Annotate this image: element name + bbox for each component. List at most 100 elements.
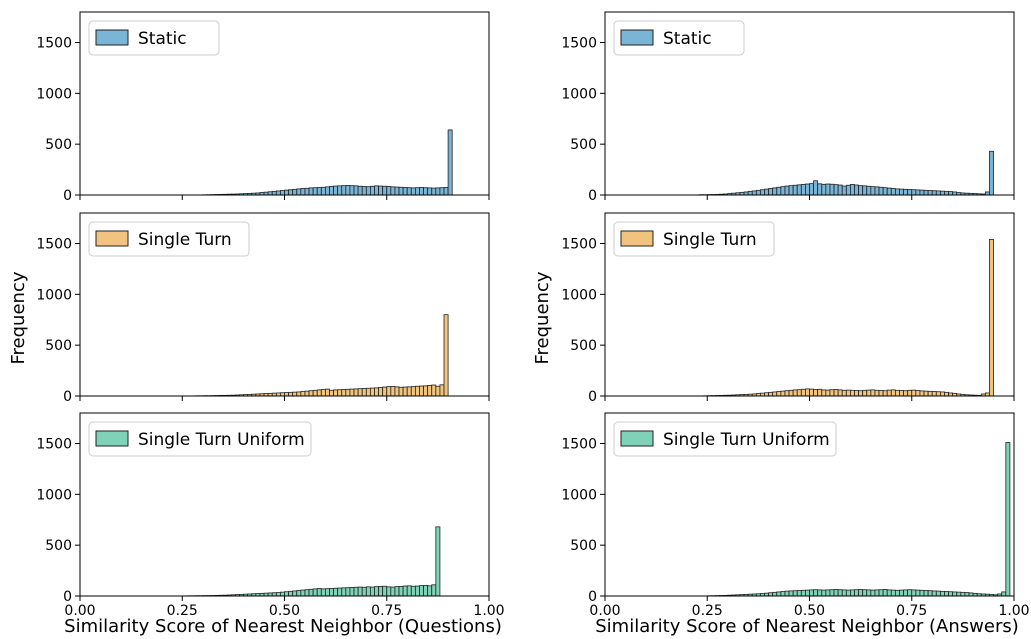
histogram-bar bbox=[337, 587, 343, 597]
y-tick-label: 1000 bbox=[36, 487, 72, 503]
histogram-bar bbox=[275, 190, 281, 196]
histogram-bar bbox=[427, 385, 433, 397]
legend-label: Static bbox=[138, 29, 187, 49]
histogram-bar bbox=[825, 183, 831, 196]
legend: Single Turn bbox=[613, 221, 775, 257]
histogram-bar bbox=[829, 183, 835, 196]
histogram-bar bbox=[308, 187, 314, 196]
histogram-bar bbox=[813, 589, 819, 597]
histogram-bar bbox=[768, 391, 774, 397]
histogram-bar bbox=[956, 591, 962, 597]
histogram-bar bbox=[369, 586, 375, 597]
histogram-bar bbox=[858, 589, 864, 597]
histogram-bar bbox=[944, 190, 949, 196]
legend-swatch bbox=[620, 230, 654, 247]
histogram-bar bbox=[398, 586, 404, 597]
histogram-bar bbox=[809, 589, 814, 597]
histogram-bars bbox=[202, 129, 453, 196]
histogram-bar bbox=[414, 585, 420, 597]
histogram-bars bbox=[706, 442, 1011, 597]
histogram-panel-5: 0 500 1000 1500 0.00 0.25 0.50 0.75 1.00 Single T… bbox=[36, 412, 505, 619]
histogram-bar bbox=[288, 189, 294, 196]
y-tick-label: 500 bbox=[570, 137, 597, 153]
y-tick-label: 1500 bbox=[561, 237, 597, 253]
histogram-bar bbox=[369, 185, 375, 196]
y-tick-label: 500 bbox=[570, 538, 597, 554]
histogram-bar bbox=[784, 390, 790, 397]
histogram-bar bbox=[365, 586, 371, 597]
histogram-bar bbox=[866, 389, 872, 397]
legend-swatch bbox=[95, 430, 129, 447]
x-tick-label: 0.00 bbox=[64, 603, 95, 619]
histogram-bar bbox=[854, 184, 859, 196]
histogram-bar bbox=[817, 589, 823, 597]
x-tick-label: 0.50 bbox=[269, 603, 300, 619]
histogram-bar bbox=[776, 391, 782, 397]
histogram-bar bbox=[923, 189, 929, 196]
histogram-bar bbox=[324, 388, 330, 397]
histogram-bar bbox=[410, 187, 416, 196]
histogram-bar bbox=[882, 390, 888, 397]
histogram-bar bbox=[423, 385, 429, 397]
histogram-bar bbox=[423, 187, 429, 196]
histogram-bar bbox=[845, 589, 851, 597]
histogram-bar bbox=[825, 389, 831, 397]
histogram-bar bbox=[886, 389, 892, 397]
histogram-bar bbox=[357, 388, 363, 397]
histogram-bar bbox=[935, 190, 941, 196]
histogram-bar bbox=[333, 185, 339, 196]
histogram-bar bbox=[931, 590, 937, 597]
legend: Single Turn Uniform bbox=[613, 421, 837, 457]
histogram-bar bbox=[829, 589, 835, 597]
histogram-bar bbox=[288, 391, 294, 397]
histogram-bar bbox=[948, 591, 954, 597]
histogram-bar bbox=[296, 188, 302, 196]
histogram-bar bbox=[833, 589, 839, 597]
histogram-bar bbox=[792, 590, 798, 597]
histogram-bar bbox=[316, 187, 322, 196]
histogram-bar bbox=[337, 185, 343, 196]
histogram-bar bbox=[845, 389, 851, 397]
histogram-bar bbox=[410, 585, 416, 597]
histogram-bar bbox=[776, 186, 782, 196]
histogram-bar bbox=[915, 589, 921, 597]
y-tick-label: 0 bbox=[63, 589, 72, 605]
histogram-bar bbox=[817, 388, 823, 397]
histogram-bar bbox=[829, 389, 835, 397]
legend: Static bbox=[613, 20, 745, 56]
x-tick-label: 0.75 bbox=[896, 603, 927, 619]
histogram-bar bbox=[911, 189, 917, 196]
histogram-bar bbox=[894, 589, 900, 597]
histogram-bar bbox=[899, 390, 904, 397]
histogram-bar bbox=[894, 389, 900, 397]
histogram-bar bbox=[800, 184, 806, 196]
histogram-bar bbox=[288, 590, 294, 597]
histogram-bar bbox=[862, 389, 868, 397]
histogram-bar bbox=[935, 391, 941, 397]
histogram-bar bbox=[439, 187, 445, 196]
histogram-bar bbox=[402, 585, 408, 597]
histogram-bar bbox=[353, 586, 359, 597]
histogram-bar bbox=[886, 589, 892, 597]
histogram-bars bbox=[698, 150, 994, 196]
histogram-bar bbox=[882, 589, 888, 597]
histogram-bar bbox=[419, 187, 424, 196]
histogram-bar bbox=[935, 590, 941, 597]
histogram-bar bbox=[312, 588, 318, 597]
histogram-bar bbox=[989, 150, 994, 196]
histogram-bar bbox=[1005, 442, 1011, 597]
histogram-bar bbox=[809, 183, 814, 196]
histogram-bar bbox=[776, 591, 782, 597]
histogram-bar bbox=[821, 183, 827, 196]
histogram-bar bbox=[964, 592, 970, 597]
histogram-bar bbox=[349, 185, 355, 196]
histogram-bar bbox=[878, 390, 884, 397]
histogram-bar bbox=[402, 187, 408, 196]
histogram-bar bbox=[862, 589, 868, 597]
histogram-bar bbox=[764, 188, 770, 196]
histogram-bar bbox=[320, 389, 326, 397]
histogram-bar bbox=[361, 586, 367, 597]
y-tick-label: 1000 bbox=[36, 287, 72, 303]
histogram-bar bbox=[837, 389, 843, 397]
